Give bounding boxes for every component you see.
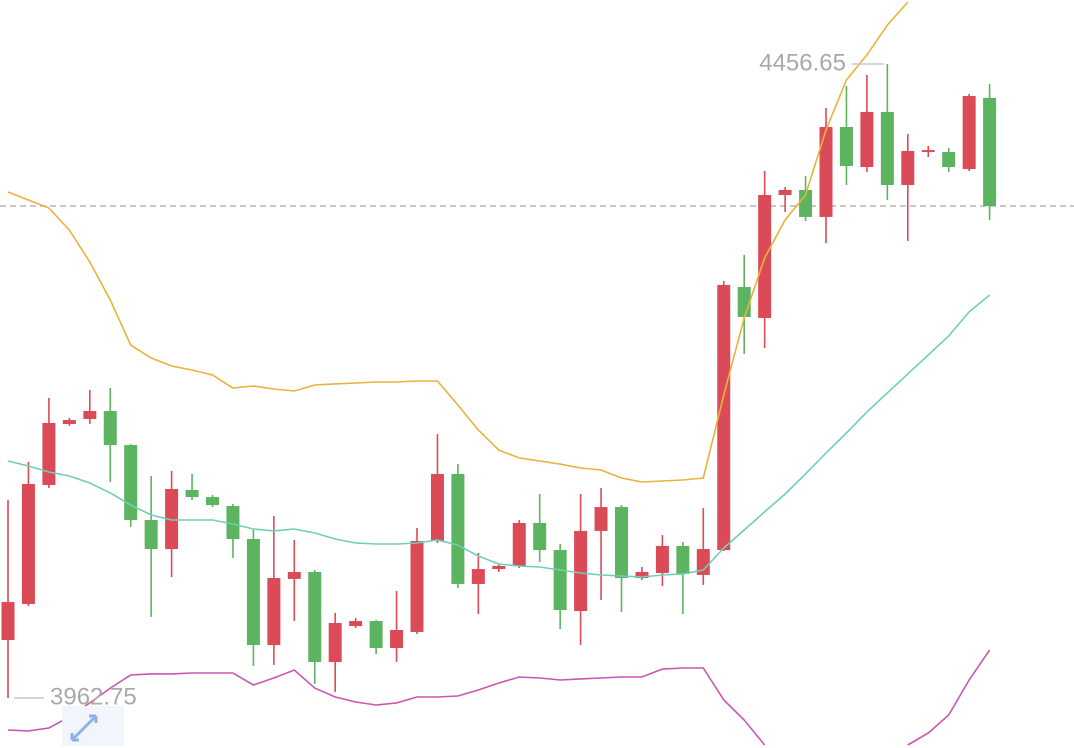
candle-body <box>553 550 567 611</box>
candle-body <box>410 540 424 632</box>
candle-body <box>308 572 322 662</box>
candle-body <box>574 530 588 612</box>
candle-body <box>21 483 35 604</box>
band-line <box>7 1 909 483</box>
candle-body <box>533 522 547 551</box>
candle-body <box>430 473 444 541</box>
candle-body <box>124 445 138 521</box>
candle-body <box>246 539 260 646</box>
candle-body <box>901 150 915 185</box>
candle-body <box>983 97 997 207</box>
candle-body <box>737 287 751 317</box>
candle-body <box>880 111 894 185</box>
band-line <box>7 294 991 578</box>
candle-body <box>471 569 485 584</box>
candle-body <box>349 621 363 627</box>
candle-body <box>860 111 874 168</box>
candle-body <box>62 420 76 424</box>
candle-body <box>226 506 240 540</box>
candle-body <box>819 126 833 217</box>
candle-body <box>328 622 342 662</box>
candle-body <box>512 522 526 566</box>
candle-body <box>942 151 956 168</box>
candle-body <box>635 572 649 579</box>
candle-body <box>717 284 731 551</box>
candle-body <box>103 411 117 446</box>
max-label: 4456.65 <box>759 49 846 76</box>
candle-body <box>1 602 15 641</box>
candle-body <box>676 545 690 574</box>
candle-body <box>369 621 383 649</box>
icon-arrows <box>70 714 98 742</box>
candle-body <box>287 572 301 579</box>
candle-body <box>962 96 976 170</box>
candle-body <box>799 189 813 217</box>
candle-body <box>267 578 281 646</box>
band-line <box>907 649 991 746</box>
candle-body <box>451 473 465 584</box>
candle-body <box>921 150 935 152</box>
candle-body <box>839 126 853 166</box>
candle-body <box>83 411 97 419</box>
candle-body <box>165 488 179 550</box>
candle-body <box>144 520 158 550</box>
candle-body <box>492 565 506 570</box>
candle-body <box>696 549 710 575</box>
candle-body <box>42 422 56 485</box>
candle-body <box>185 489 199 498</box>
candle-body <box>390 630 404 649</box>
candle-body <box>615 507 628 579</box>
band-line <box>7 667 766 746</box>
expand-icon[interactable] <box>62 706 124 746</box>
candle-body <box>206 497 219 505</box>
min-label: 3962.75 <box>50 683 137 710</box>
candle-body <box>778 189 792 195</box>
candle-body <box>594 507 608 531</box>
candle-body <box>655 545 669 574</box>
